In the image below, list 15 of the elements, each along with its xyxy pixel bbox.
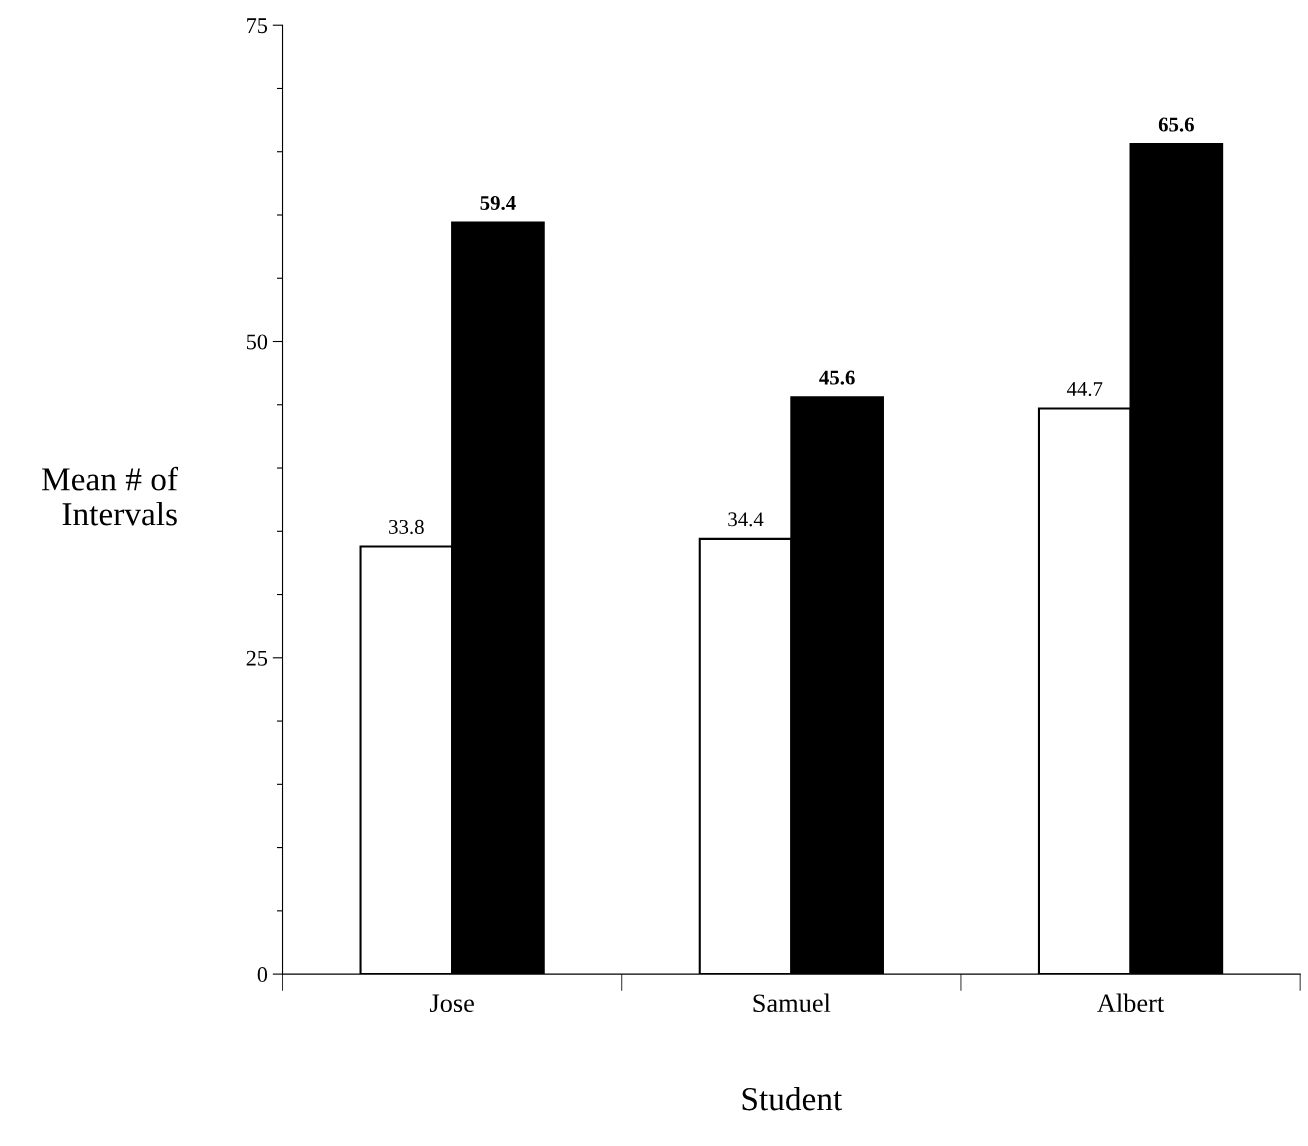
data-label: 34.4 <box>728 512 764 527</box>
y-tick-label: 0 <box>257 967 268 983</box>
y-tick-label: 25 <box>246 650 268 666</box>
data-label: 45.6 <box>819 370 855 385</box>
data-label: 44.7 <box>1066 382 1103 397</box>
y-axis-title: Mean # of Intervals <box>41 466 179 526</box>
data-label: 59.4 <box>480 196 516 211</box>
data-label: 65.6 <box>1158 117 1194 132</box>
y-tick-label: 75 <box>247 18 268 34</box>
data-label: 33.8 <box>389 519 424 534</box>
x-tick-label: Samuel <box>753 993 831 1013</box>
y-tick-label: 50 <box>247 334 268 350</box>
x-tick-label: Albert <box>1097 993 1165 1013</box>
x-axis-title: Student <box>742 1086 843 1111</box>
x-tick-label: Jose <box>429 994 474 1013</box>
